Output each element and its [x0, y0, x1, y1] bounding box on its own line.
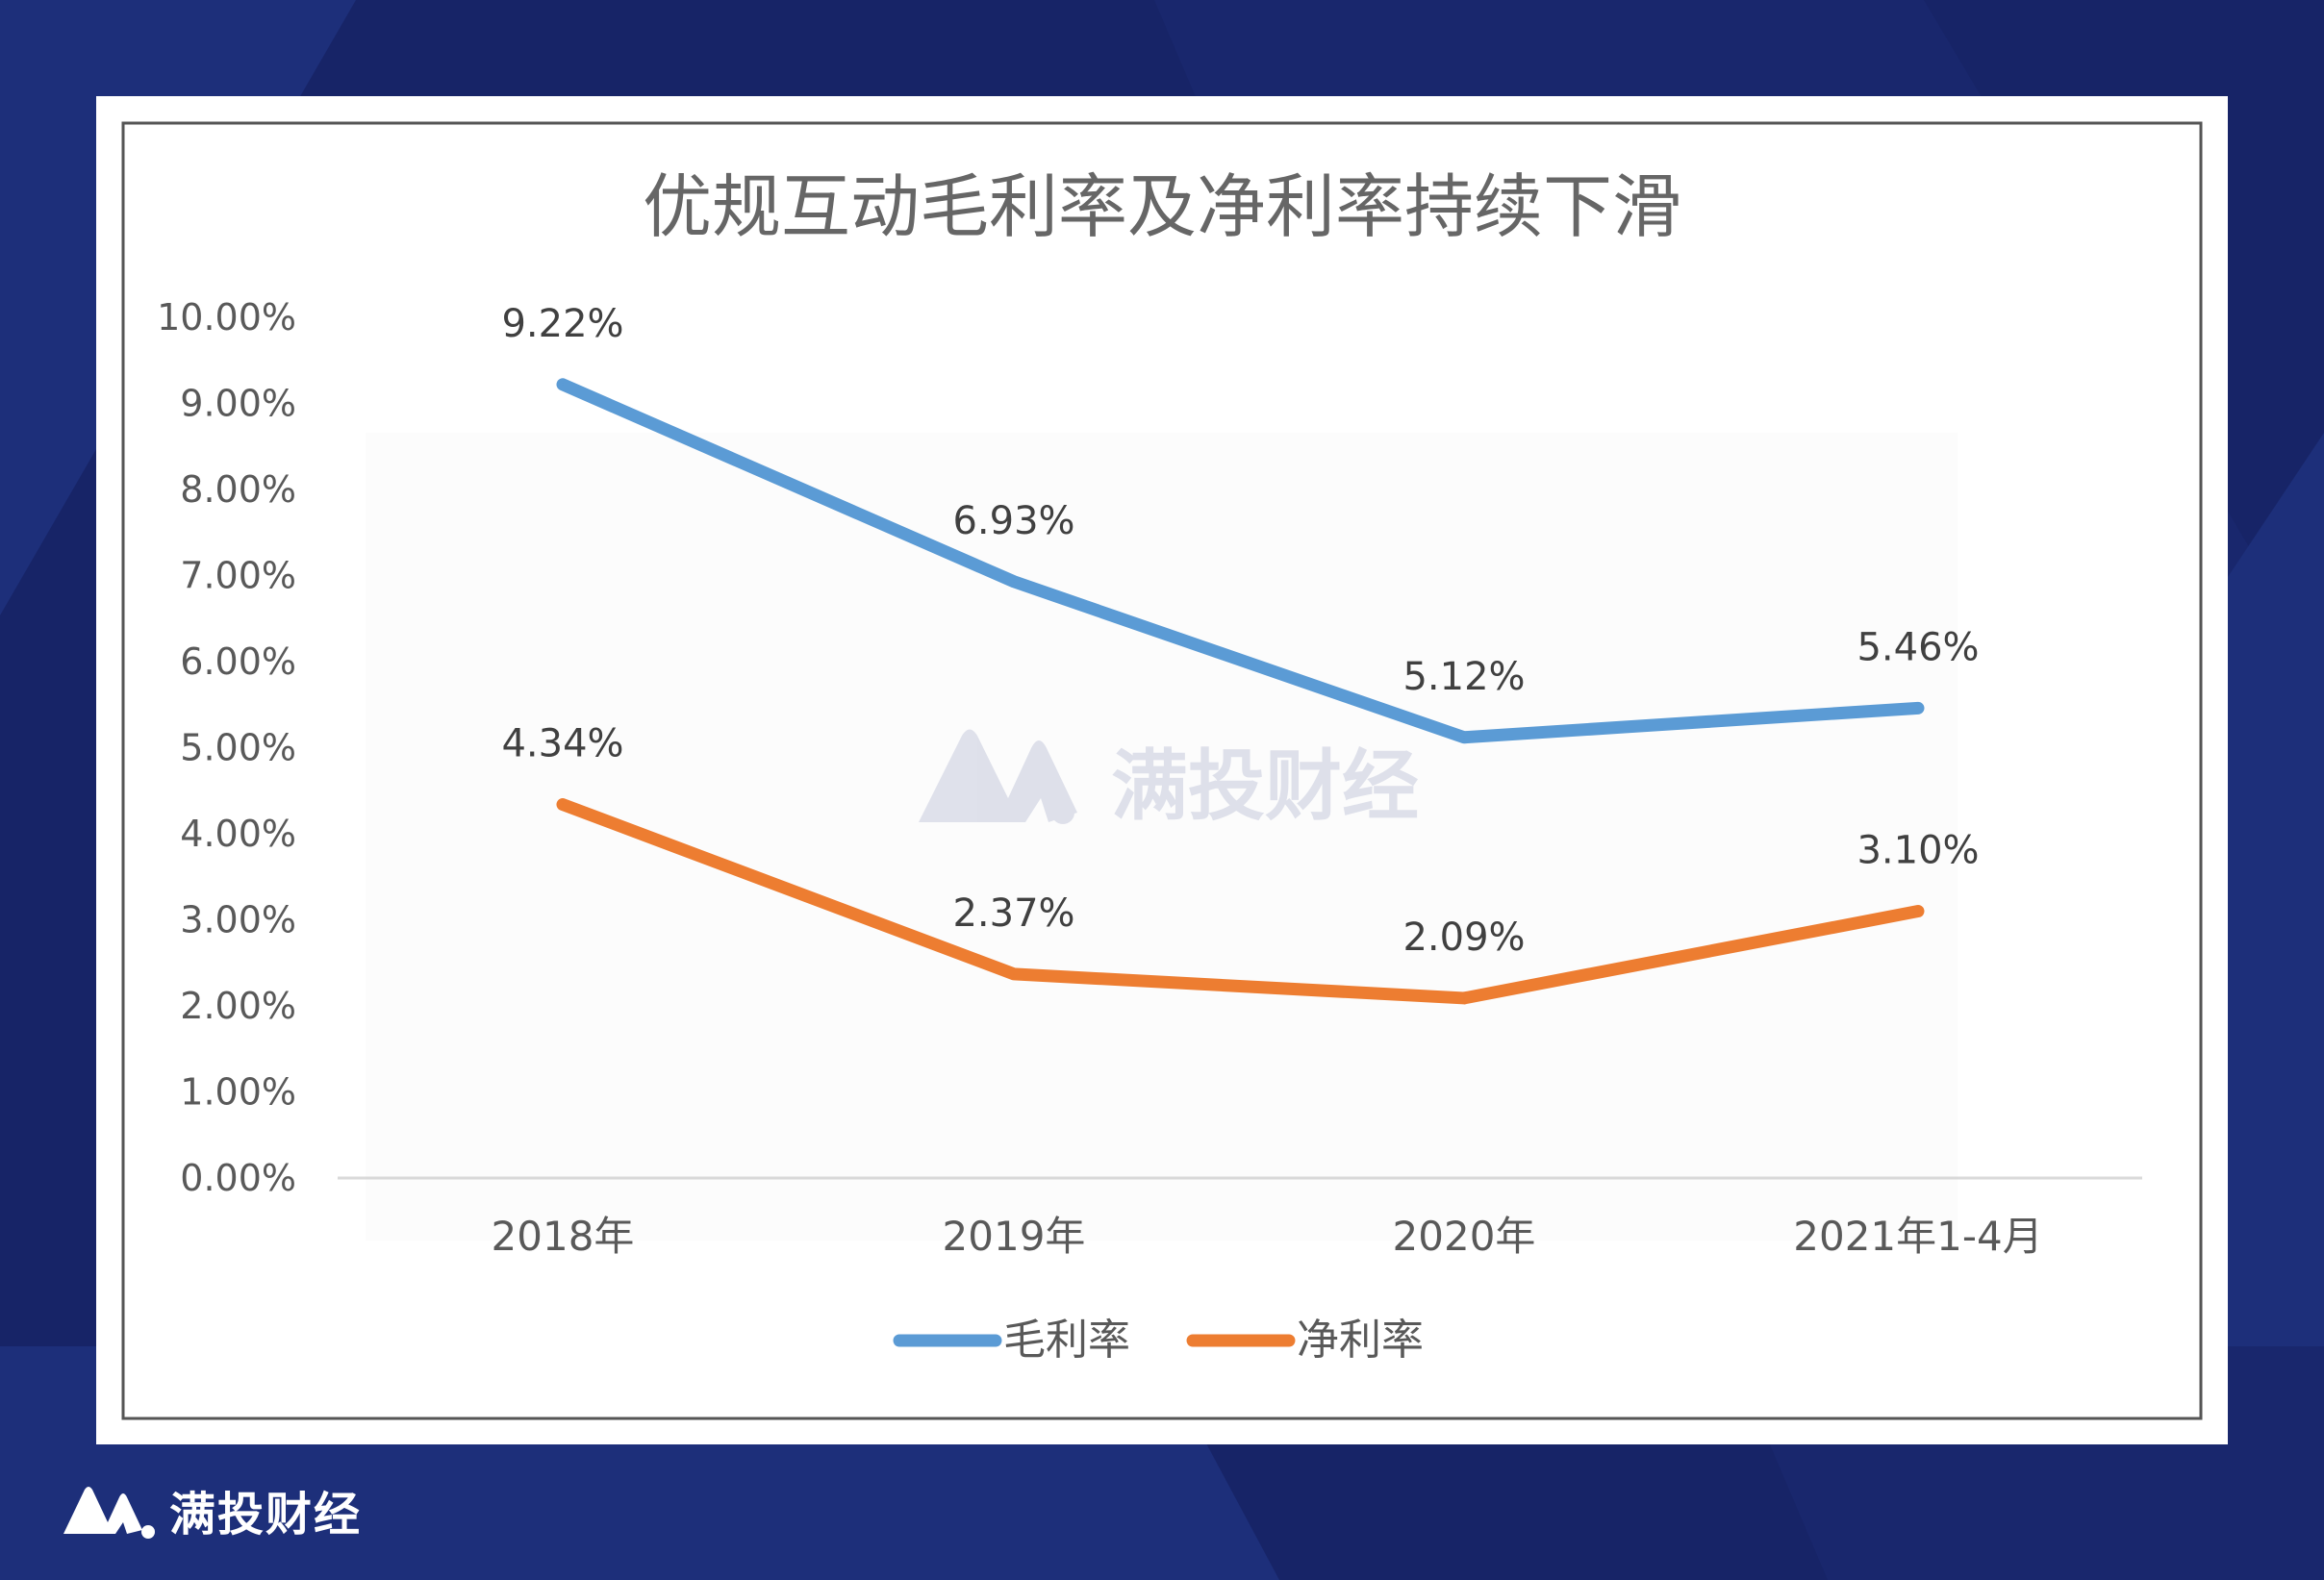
watermark: 满投财经	[919, 729, 1419, 831]
brand-logo: 满投财经	[60, 1476, 362, 1543]
y-tick-label: 5.00%	[180, 727, 296, 769]
x-tick-label: 2020年	[1393, 1213, 1536, 1260]
data-label: 5.46%	[1857, 625, 1979, 669]
chart-title: 优规互动毛利率及净利率持续下滑	[643, 166, 1681, 247]
y-tick-label: 6.00%	[180, 640, 296, 683]
data-point	[1013, 972, 1015, 975]
plot-area	[366, 433, 1958, 1241]
legend-label: 毛利率	[1003, 1316, 1130, 1365]
y-tick-label: 8.00%	[180, 468, 296, 511]
data-point	[1013, 580, 1015, 583]
x-tick-label: 2021年1-4月	[1793, 1213, 2043, 1260]
brand-logo-icon	[63, 1487, 155, 1539]
y-tick-label: 4.00%	[180, 813, 296, 855]
data-label: 5.12%	[1402, 655, 1525, 699]
y-tick-label: 10.00%	[157, 296, 296, 339]
data-label: 9.22%	[501, 302, 623, 346]
data-label: 6.93%	[952, 499, 1074, 543]
y-tick-label: 9.00%	[180, 383, 296, 425]
data-point	[1463, 996, 1465, 999]
y-tick-label: 1.00%	[180, 1071, 296, 1114]
series-line-2	[556, 798, 1925, 1005]
data-point	[1917, 707, 1919, 710]
x-tick-label: 2019年	[943, 1213, 1086, 1260]
brand-name: 满投财经	[169, 1488, 363, 1542]
data-point	[562, 383, 564, 386]
y-tick-label: 2.00%	[180, 985, 296, 1027]
x-tick-label: 2018年	[492, 1213, 635, 1260]
data-label: 2.37%	[952, 891, 1074, 936]
series-line-1	[556, 378, 1925, 744]
data-point	[1917, 910, 1919, 913]
y-tick-label: 7.00%	[180, 555, 296, 597]
legend-label: 净利率	[1297, 1316, 1424, 1365]
line-chart: 优规互动毛利率及净利率持续下滑 0.00% 1.00% 2.00% 3.00% 4.00%…	[121, 121, 2203, 1420]
svg-text:满投财经: 满投财经	[1111, 741, 1419, 831]
y-tick-label: 3.00%	[180, 899, 296, 941]
data-point	[1463, 736, 1465, 739]
chart-card: 优规互动毛利率及净利率持续下滑 0.00% 1.00% 2.00% 3.00% 4.00%…	[96, 96, 2228, 1444]
data-label: 2.09%	[1402, 915, 1525, 960]
data-point	[562, 803, 564, 806]
data-label: 3.10%	[1857, 829, 1979, 873]
y-tick-label: 0.00%	[180, 1157, 296, 1199]
data-label: 4.34%	[501, 722, 623, 766]
